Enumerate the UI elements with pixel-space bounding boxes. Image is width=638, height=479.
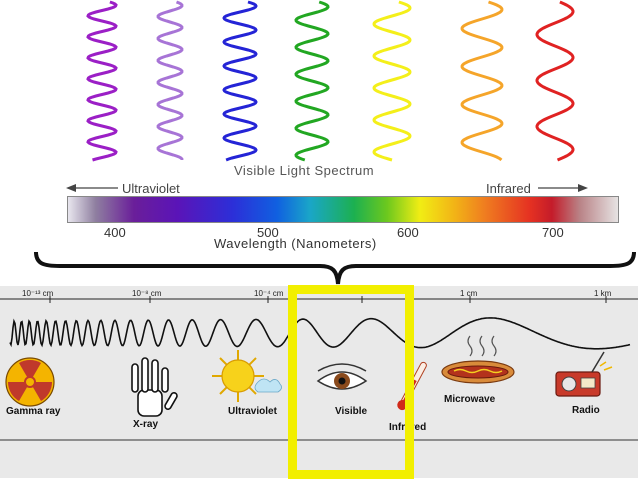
visible-label: Visible — [335, 406, 368, 417]
hotdog-icon — [441, 335, 515, 384]
microwave-label: Microwave — [444, 394, 496, 405]
spectrum-bar — [67, 196, 619, 223]
radio-icon — [555, 351, 613, 397]
spectrum-title: Visible Light Spectrum — [234, 163, 375, 178]
color-wave — [460, 0, 504, 162]
direction-arrows — [66, 184, 588, 192]
ultraviolet-label: Ultraviolet — [122, 181, 180, 196]
brace — [34, 251, 636, 285]
scale-label-4: 1 cm — [460, 289, 478, 298]
gamma-ray-label: Gamma ray — [6, 406, 61, 417]
axis-title: Wavelength (Nanometers) — [214, 236, 377, 251]
xray-label: X-ray — [133, 419, 159, 430]
color-wave — [535, 0, 575, 162]
sun-icon — [212, 350, 282, 402]
color-wave — [222, 0, 258, 162]
ultraviolet-item-label: Ultraviolet — [228, 406, 277, 417]
ir-arrow-head — [578, 184, 588, 192]
tick-500: 500 — [257, 225, 279, 240]
uv-arrow-head — [66, 184, 76, 192]
color-wave — [156, 0, 184, 161]
visible-highlight-box — [288, 285, 414, 479]
scale-label-1: 10⁻¹³ cm — [22, 289, 54, 298]
em-wave — [9, 317, 631, 350]
radio-label: Radio — [572, 405, 600, 416]
radiation-icon — [5, 357, 55, 407]
scale-label-2: 10⁻⁸ cm — [132, 289, 162, 298]
color-waves — [86, 0, 575, 162]
scale-label-5: 1 km — [594, 289, 612, 298]
tick-600: 600 — [397, 225, 419, 240]
tick-400: 400 — [104, 225, 126, 240]
infrared-label: Infrared — [486, 181, 531, 196]
color-wave — [294, 0, 330, 162]
color-wave — [86, 0, 118, 162]
color-wave — [372, 0, 412, 162]
scale-label-3: 10⁻⁴ cm — [254, 289, 284, 298]
xray-hand-icon — [131, 357, 178, 417]
eye-icon — [316, 363, 368, 390]
tick-700: 700 — [542, 225, 564, 240]
